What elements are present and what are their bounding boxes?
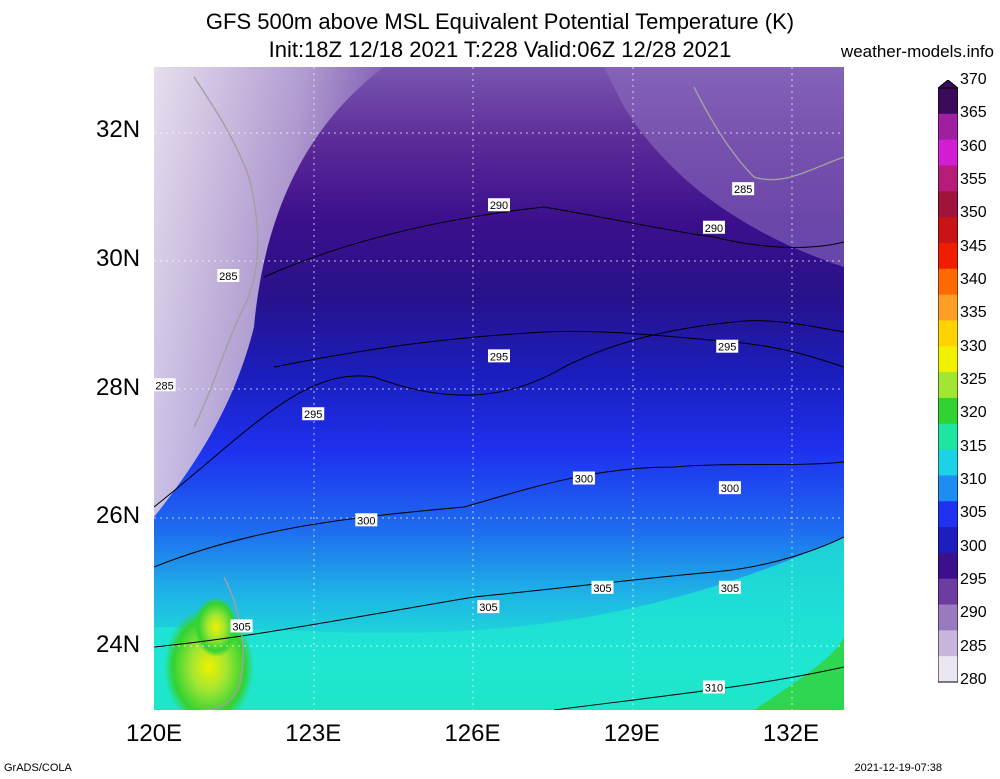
colorbar-label: 350: [960, 204, 987, 222]
colorbar-segment: [938, 604, 958, 631]
colorbar-segment: [938, 217, 958, 244]
lat-tick-label: 30N: [96, 244, 141, 272]
site-label: weather-models.info: [840, 42, 994, 61]
colorbar-label: 360: [960, 137, 987, 155]
contour-label: 285: [217, 268, 240, 283]
colorbar-segment: [938, 139, 958, 166]
colorbar-segment: [938, 88, 958, 115]
lat-tick-label: 26N: [96, 502, 141, 530]
colorbar-segment: [938, 242, 958, 270]
svg-text:295: 295: [490, 351, 508, 363]
svg-text:285: 285: [155, 380, 173, 392]
colorbar-segment: [938, 423, 958, 451]
colorbar-label: 285: [960, 637, 987, 655]
colorbar-segment: [938, 165, 958, 192]
colorbar-label: 355: [960, 171, 987, 188]
colorbar-label: 365: [960, 104, 987, 122]
contour-label: 305: [718, 580, 741, 595]
svg-text:300: 300: [721, 483, 739, 495]
colorbar-segment: [938, 372, 958, 399]
colorbar-label: 300: [960, 537, 987, 555]
colorbar-label: 330: [960, 337, 987, 355]
lon-tick-label: 123E: [285, 720, 342, 747]
colorbar-segment: [938, 527, 958, 554]
colorbar-label: 370: [960, 71, 987, 88]
credit-label: GrADS/COLA: [4, 762, 72, 774]
lon-tick-label: 126E: [444, 720, 501, 747]
colorbar-label: 345: [960, 237, 987, 255]
svg-text:305: 305: [593, 583, 611, 595]
timestamp-label: 2021-12-19-07:38: [854, 762, 942, 774]
svg-text:295: 295: [304, 409, 322, 421]
lon-tick-label: 129E: [603, 720, 660, 747]
colorbar-segment: [938, 552, 958, 580]
map-subtitle: Init:18Z 12/18 2021 T:228 Valid:06Z 12/2…: [268, 37, 732, 62]
svg-text:295: 295: [718, 342, 736, 354]
svg-text:300: 300: [357, 515, 375, 527]
contour-label: 285: [732, 182, 755, 196]
colorbar-label: 335: [960, 304, 987, 322]
lon-tick-label: 132E: [762, 720, 819, 747]
colorbar-segment: [938, 320, 958, 347]
colorbar-label: 310: [960, 471, 987, 488]
map-plot: 290 290 285 285 285 295 295 295 300 300 300 305 305 3…: [154, 67, 844, 710]
svg-text:285: 285: [219, 271, 237, 283]
contour-label: 300: [572, 471, 595, 486]
colorbar-segment: [938, 191, 958, 218]
contour-label: 285: [154, 378, 176, 392]
colorbar-segment: [938, 449, 958, 476]
colorbar-segment: [938, 113, 958, 141]
colorbar-label: 305: [960, 504, 987, 522]
contour-label: 305: [477, 600, 500, 614]
contour-label: 295: [302, 407, 325, 421]
colorbar-segment: [938, 501, 958, 528]
colorbar-label: 320: [960, 404, 987, 422]
colorbar-segment: [938, 346, 958, 373]
svg-text:285: 285: [734, 184, 752, 196]
contour-label: 290: [702, 220, 725, 235]
svg-text:305: 305: [232, 621, 250, 633]
contour-label: 305: [591, 580, 614, 595]
colorbar-label: 280: [960, 671, 987, 688]
lat-tick-label: 24N: [96, 630, 141, 658]
contour-label: 295: [488, 349, 510, 363]
svg-text:305: 305: [721, 583, 739, 595]
colorbar-label: 290: [960, 604, 987, 622]
colorbar-segment: [938, 397, 958, 425]
contour-label: 300: [718, 481, 741, 495]
colorbar-segment: [938, 268, 958, 296]
contour-label: 310: [702, 680, 725, 694]
lat-tick-label: 28N: [96, 373, 141, 401]
contour-label: 290: [488, 198, 510, 212]
lon-tick-label: 120E: [126, 720, 183, 747]
colorbar-segment: [938, 294, 958, 321]
colorbar: [938, 80, 958, 683]
map-title: GFS 500m above MSL Equivalent Potential …: [205, 9, 795, 34]
colorbar-segment: [938, 630, 958, 657]
colorbar-label: 325: [960, 371, 987, 388]
colorbar-segment: [938, 578, 958, 606]
colorbar-label: 315: [960, 437, 987, 455]
colorbar-label: 340: [960, 271, 987, 288]
lat-tick-label: 32N: [96, 116, 141, 144]
colorbar-segment: [938, 475, 958, 502]
svg-text:290: 290: [705, 223, 723, 235]
svg-text:305: 305: [479, 602, 497, 614]
contour-label: 295: [716, 339, 739, 354]
colorbar-segment: [938, 656, 958, 683]
svg-text:310: 310: [705, 682, 723, 694]
colorbar-top-arrow: [938, 80, 958, 89]
svg-text:300: 300: [575, 474, 593, 486]
colorbar-label: 295: [960, 571, 987, 588]
contour-label: 300: [355, 513, 378, 527]
contour-label: 305: [230, 619, 253, 633]
svg-text:290: 290: [490, 200, 508, 212]
